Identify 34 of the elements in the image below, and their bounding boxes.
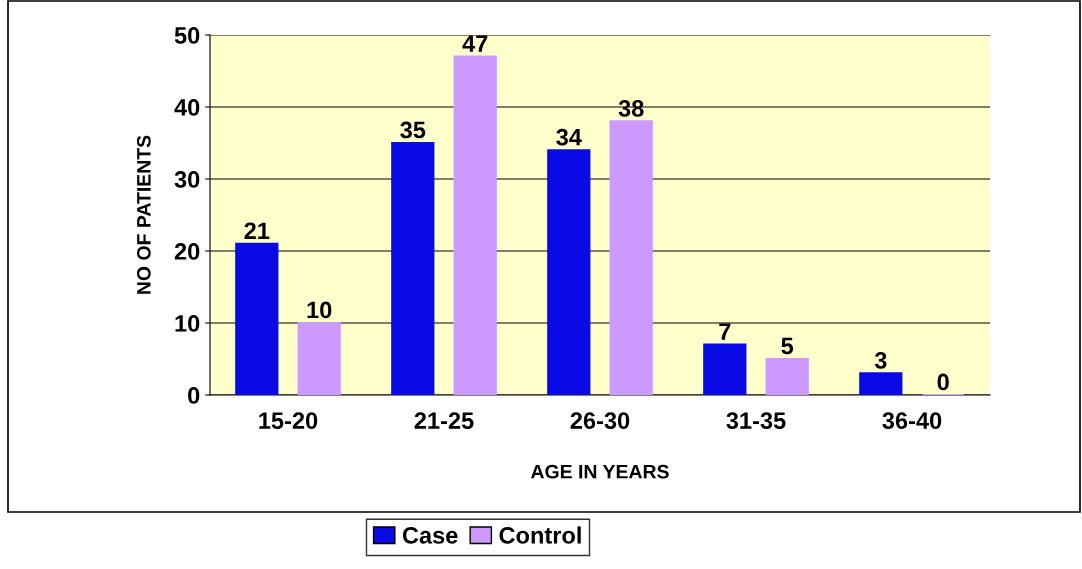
data-label: 34 bbox=[556, 128, 582, 146]
y-tick-label: 10 bbox=[175, 315, 200, 332]
y-tick-label: 30 bbox=[174, 171, 200, 188]
bar bbox=[391, 141, 435, 395]
bar bbox=[765, 357, 809, 395]
data-label: 3 bbox=[874, 352, 887, 369]
y-axis-title: NO OF PATIENTS bbox=[136, 135, 151, 294]
x-axis-title: AGE IN YEARS bbox=[530, 464, 669, 479]
x-tick-label: 21-25 bbox=[414, 412, 474, 430]
data-label: 38 bbox=[618, 100, 644, 117]
data-label: 0 bbox=[937, 373, 949, 391]
data-label: 35 bbox=[400, 121, 426, 139]
data-label: 21 bbox=[244, 222, 270, 239]
bar bbox=[297, 321, 341, 395]
bar bbox=[235, 242, 279, 395]
bar bbox=[547, 149, 591, 395]
bar bbox=[453, 55, 497, 395]
y-tick-label: 50 bbox=[174, 27, 200, 44]
bar bbox=[859, 372, 903, 395]
y-tick-label: 20 bbox=[174, 243, 200, 260]
legend-label: Case bbox=[402, 527, 458, 544]
data-label: 7 bbox=[719, 323, 731, 340]
x-tick-label: 36-40 bbox=[882, 412, 942, 430]
data-label: 10 bbox=[307, 301, 332, 319]
x-tick-label: 15-20 bbox=[259, 412, 318, 430]
data-label: 47 bbox=[462, 35, 488, 52]
x-tick-label: 31-35 bbox=[726, 412, 786, 430]
bar bbox=[703, 343, 747, 395]
bar bbox=[609, 120, 653, 395]
legend-label: Control bbox=[499, 526, 581, 544]
data-label: 5 bbox=[781, 337, 794, 355]
y-tick-label: 0 bbox=[188, 387, 200, 404]
y-tick-label: 40 bbox=[174, 99, 200, 116]
x-tick-label: 26-30 bbox=[570, 412, 630, 430]
